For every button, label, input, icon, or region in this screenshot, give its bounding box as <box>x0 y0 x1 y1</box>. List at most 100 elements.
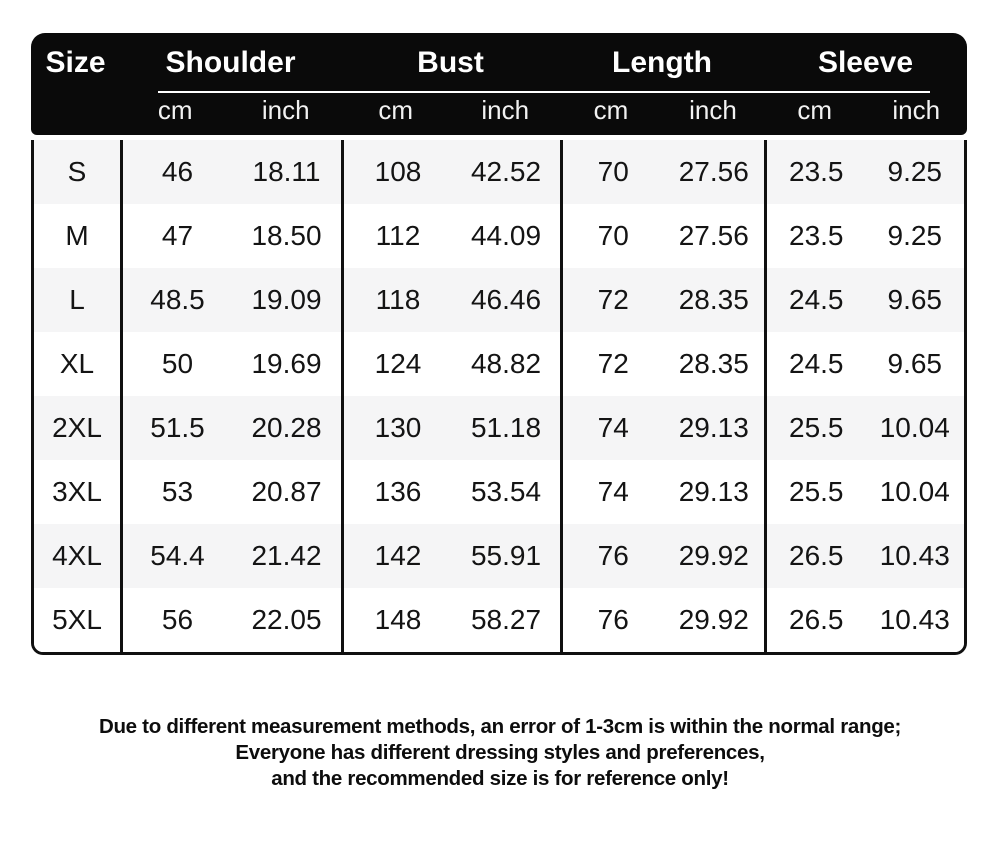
size-cell: 4XL <box>52 540 102 571</box>
size-cell: M <box>65 220 89 251</box>
shoulder-inch-value: 20.28 <box>251 412 322 443</box>
bust-cells: 112 44.09 <box>341 204 560 268</box>
length-cm-value: 72 <box>597 284 629 315</box>
sleeve-cells: 25.5 10.04 <box>764 396 964 460</box>
sleeve-inch-value: 10.04 <box>879 412 950 443</box>
bust-cm-value: 108 <box>374 156 422 187</box>
table-row: XL 50 19.69 124 48.82 72 28.35 24.5 9.65 <box>34 332 964 396</box>
shoulder-inch-value: 18.50 <box>251 220 322 251</box>
table-row: 3XL 53 20.87 136 53.54 74 29.13 25.5 10.… <box>34 460 964 524</box>
bust-cells: 148 58.27 <box>341 588 560 652</box>
sleeve-inch-value: 10.04 <box>879 476 950 507</box>
shoulder-cells: 56 22.05 <box>120 588 341 652</box>
size-cell: 3XL <box>52 476 102 507</box>
sleeve-cm-value: 23.5 <box>789 220 844 251</box>
header-divider-line <box>158 91 930 93</box>
length-cells: 76 29.92 <box>560 588 764 652</box>
bust-inch-value: 55.91 <box>470 540 542 571</box>
shoulder-inch-value: 20.87 <box>251 476 322 507</box>
sleeve-cm-value: 26.5 <box>789 540 844 571</box>
sleeve-cm-value: 25.5 <box>789 476 844 507</box>
bust-cells: 142 55.91 <box>341 524 560 588</box>
length-inch-value: 28.35 <box>678 284 749 315</box>
shoulder-cells: 47 18.50 <box>120 204 341 268</box>
table-row: 5XL 56 22.05 148 58.27 76 29.92 26.5 10.… <box>34 588 964 652</box>
shoulder-cells: 54.4 21.42 <box>120 524 341 588</box>
size-cell: S <box>67 156 87 187</box>
bust-cm-value: 124 <box>374 348 422 379</box>
disclaimer: Due to different measurement methods, an… <box>0 714 1000 792</box>
size-cell: L <box>69 284 85 315</box>
bust-inch-value: 48.82 <box>470 348 542 379</box>
length-inch-value: 27.56 <box>678 220 749 251</box>
header-group-shoulder: Shoulder cm inch <box>120 33 341 135</box>
length-cells: 74 29.13 <box>560 396 764 460</box>
shoulder-inch-value: 19.69 <box>251 348 322 379</box>
sleeve-inch-value: 9.65 <box>887 284 943 315</box>
shoulder-cm-value: 46 <box>161 156 194 187</box>
sleeve-inch-value: 10.43 <box>879 604 950 635</box>
length-cells: 70 27.56 <box>560 140 764 204</box>
bust-cm-value: 136 <box>374 476 422 507</box>
bust-cm-value: 118 <box>375 284 421 315</box>
bust-inch-value: 51.18 <box>470 412 542 443</box>
table-row: L 48.5 19.09 118 46.46 72 28.35 24.5 9.6… <box>34 268 964 332</box>
sleeve-cm-value: 24.5 <box>789 284 844 315</box>
length-inch-value: 29.92 <box>678 604 749 635</box>
shoulder-inch-value: 22.05 <box>251 604 322 635</box>
size-table: Size Shoulder cm inch Bust cm inch Lengt… <box>31 33 967 655</box>
shoulder-cm-value: 51.5 <box>150 412 205 443</box>
column-group-label: Shoulder <box>165 45 296 79</box>
unit-label-cm: cm <box>157 95 193 125</box>
shoulder-cm-value: 56 <box>161 604 194 635</box>
sleeve-inch-value: 10.43 <box>879 540 950 571</box>
sleeve-cm-value: 24.5 <box>789 348 844 379</box>
length-inch-value: 27.56 <box>678 156 749 187</box>
bust-cells: 108 42.52 <box>341 140 560 204</box>
sleeve-cm-value: 25.5 <box>789 412 844 443</box>
bust-cm-value: 142 <box>374 540 422 571</box>
length-cells: 76 29.92 <box>560 524 764 588</box>
bust-inch-value: 44.09 <box>470 220 542 251</box>
bust-cells: 118 46.46 <box>341 268 560 332</box>
table-row: 2XL 51.5 20.28 130 51.18 74 29.13 25.5 1… <box>34 396 964 460</box>
length-cells: 72 28.35 <box>560 268 764 332</box>
table-row: S 46 18.11 108 42.52 70 27.56 23.5 9.25 <box>34 140 964 204</box>
bust-cells: 130 51.18 <box>341 396 560 460</box>
header-group-length: Length cm inch <box>560 33 764 135</box>
bust-inch-value: 53.54 <box>470 476 542 507</box>
length-cm-value: 70 <box>597 156 629 187</box>
disclaimer-line-1: Due to different measurement methods, an… <box>98 715 902 738</box>
header-group-sleeve: Sleeve cm inch <box>764 33 967 135</box>
shoulder-cm-value: 54.4 <box>150 540 205 571</box>
unit-row: cm inch <box>560 92 764 135</box>
unit-row: cm inch <box>341 92 560 135</box>
unit-label-inch: inch <box>892 95 941 125</box>
table-header: Size Shoulder cm inch Bust cm inch Lengt… <box>31 33 967 135</box>
sleeve-cm-value: 26.5 <box>789 604 844 635</box>
sleeve-cells: 23.5 9.25 <box>764 140 964 204</box>
length-cells: 70 27.56 <box>560 204 764 268</box>
shoulder-cm-value: 50 <box>161 348 194 379</box>
table-row: M 47 18.50 112 44.09 70 27.56 23.5 9.25 <box>34 204 964 268</box>
disclaimer-line-2: Everyone has different dressing styles a… <box>235 741 765 764</box>
unit-label-cm: cm <box>797 95 833 125</box>
unit-label-cm: cm <box>378 95 414 125</box>
shoulder-cm-value: 53 <box>161 476 194 507</box>
bust-cells: 124 48.82 <box>341 332 560 396</box>
bust-inch-value: 46.46 <box>470 284 542 315</box>
shoulder-cells: 46 18.11 <box>120 140 341 204</box>
length-inch-value: 29.13 <box>678 412 749 443</box>
unit-label-cm: cm <box>593 95 629 125</box>
length-cm-value: 74 <box>597 476 629 507</box>
column-group-label: Bust <box>417 45 484 79</box>
length-inch-value: 28.35 <box>678 348 749 379</box>
bust-inch-value: 58.27 <box>470 604 542 635</box>
shoulder-cells: 48.5 19.09 <box>120 268 341 332</box>
sleeve-inch-value: 9.65 <box>887 348 943 379</box>
length-inch-value: 29.13 <box>678 476 749 507</box>
size-cell: 2XL <box>52 412 102 443</box>
unit-row: cm inch <box>764 92 967 135</box>
sleeve-cells: 25.5 10.04 <box>764 460 964 524</box>
